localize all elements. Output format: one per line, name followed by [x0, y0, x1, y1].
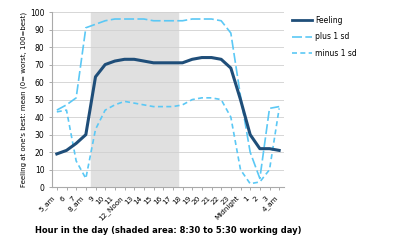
plus 1 sd — [258, 177, 262, 180]
minus 1 sd — [161, 105, 166, 108]
minus 1 sd — [170, 105, 175, 108]
plus 1 sd — [84, 26, 88, 29]
plus 1 sd — [74, 96, 78, 99]
plus 1 sd — [277, 105, 282, 108]
Feeling — [219, 58, 224, 61]
plus 1 sd — [238, 95, 243, 97]
minus 1 sd — [74, 159, 78, 162]
Feeling — [93, 75, 98, 78]
minus 1 sd — [103, 109, 108, 112]
plus 1 sd — [64, 103, 69, 106]
Feeling — [151, 61, 156, 64]
Feeling — [132, 58, 136, 61]
Feeling — [103, 63, 108, 66]
Feeling — [267, 147, 272, 150]
minus 1 sd — [248, 182, 252, 185]
plus 1 sd — [142, 18, 146, 20]
plus 1 sd — [93, 23, 98, 26]
Feeling — [54, 152, 59, 155]
Feeling — [258, 147, 262, 150]
plus 1 sd — [161, 19, 166, 22]
minus 1 sd — [238, 168, 243, 171]
minus 1 sd — [277, 107, 282, 110]
minus 1 sd — [209, 96, 214, 99]
minus 1 sd — [64, 109, 69, 112]
minus 1 sd — [122, 100, 127, 103]
Feeling — [161, 61, 166, 64]
plus 1 sd — [122, 18, 127, 20]
minus 1 sd — [267, 168, 272, 171]
minus 1 sd — [54, 110, 59, 113]
Feeling — [190, 58, 194, 61]
minus 1 sd — [258, 180, 262, 183]
minus 1 sd — [151, 105, 156, 108]
plus 1 sd — [112, 18, 117, 20]
Feeling — [142, 60, 146, 62]
Feeling — [200, 56, 204, 59]
Feeling — [170, 61, 175, 64]
Line: minus 1 sd: minus 1 sd — [57, 98, 279, 184]
minus 1 sd — [190, 98, 194, 101]
plus 1 sd — [151, 19, 156, 22]
plus 1 sd — [54, 109, 59, 112]
plus 1 sd — [170, 19, 175, 22]
plus 1 sd — [248, 151, 252, 154]
minus 1 sd — [142, 103, 146, 106]
plus 1 sd — [132, 18, 136, 20]
plus 1 sd — [190, 18, 194, 20]
Feeling — [112, 60, 117, 62]
minus 1 sd — [219, 98, 224, 101]
minus 1 sd — [84, 177, 88, 180]
Line: plus 1 sd: plus 1 sd — [57, 19, 279, 179]
Feeling — [180, 61, 185, 64]
minus 1 sd — [93, 128, 98, 131]
Feeling — [84, 133, 88, 136]
minus 1 sd — [180, 103, 185, 106]
Y-axis label: Feeling at one's best: mean (0= worst, 100=best): Feeling at one's best: mean (0= worst, 1… — [20, 12, 27, 187]
plus 1 sd — [103, 19, 108, 22]
Bar — [91, 12, 178, 187]
minus 1 sd — [112, 103, 117, 106]
Feeling — [248, 133, 252, 136]
Legend: Feeling, plus 1 sd, minus 1 sd: Feeling, plus 1 sd, minus 1 sd — [292, 16, 357, 58]
plus 1 sd — [180, 19, 185, 22]
minus 1 sd — [132, 102, 136, 105]
Feeling — [238, 98, 243, 101]
Feeling — [209, 56, 214, 59]
plus 1 sd — [228, 32, 233, 35]
minus 1 sd — [200, 96, 204, 99]
Feeling — [122, 58, 127, 61]
Feeling — [74, 142, 78, 145]
Feeling — [277, 149, 282, 152]
plus 1 sd — [209, 18, 214, 20]
plus 1 sd — [219, 19, 224, 22]
minus 1 sd — [228, 116, 233, 119]
plus 1 sd — [200, 18, 204, 20]
Line: Feeling: Feeling — [57, 58, 279, 154]
Feeling — [228, 67, 233, 70]
X-axis label: Hour in the day (shaded area: 8:30 to 5:30 working day): Hour in the day (shaded area: 8:30 to 5:… — [35, 226, 301, 235]
Feeling — [64, 149, 69, 152]
plus 1 sd — [267, 107, 272, 110]
